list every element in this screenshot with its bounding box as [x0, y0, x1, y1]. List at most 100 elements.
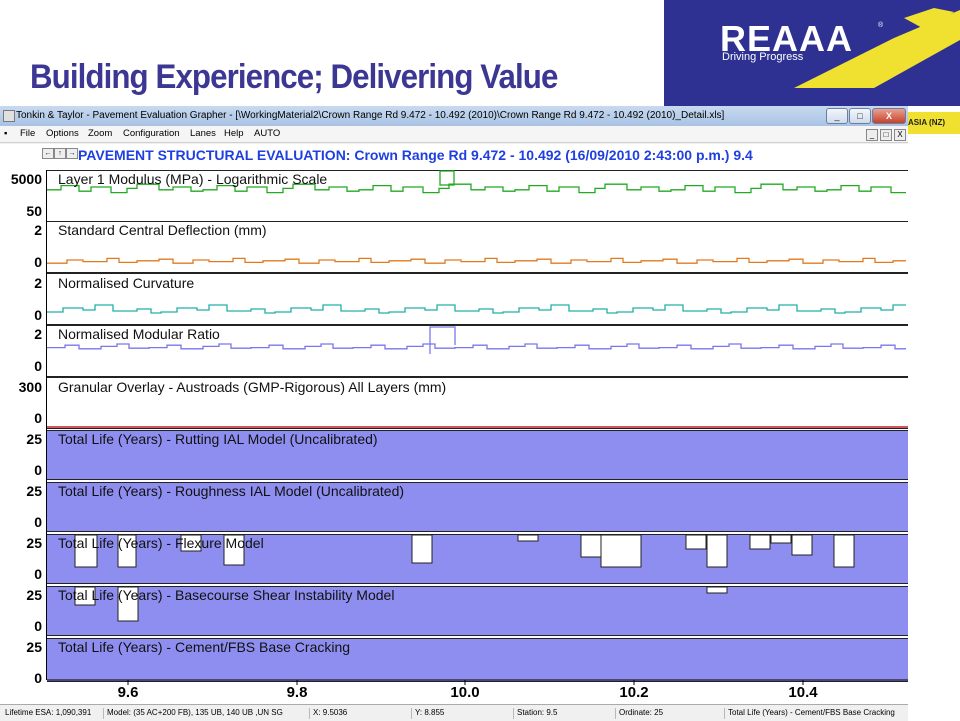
- ytick-curvature-bottom: 0: [34, 307, 42, 323]
- flexure-notch: [74, 534, 98, 568]
- status-panel: Total Life (Years) - Cement/FBS Base Cra…: [724, 708, 895, 719]
- flexure-notch: [517, 534, 539, 542]
- nav-up-icon[interactable]: ↑: [54, 148, 66, 159]
- panel-label-deflection: Standard Central Deflection (mm): [58, 222, 267, 238]
- panel-rutting-life[interactable]: [47, 430, 908, 480]
- modular-spike: [429, 326, 456, 354]
- flexure-notch: [180, 534, 202, 552]
- mdi-restore-button[interactable]: □: [880, 129, 892, 141]
- flexure-notch: [117, 534, 137, 568]
- flexure-notch: [580, 534, 604, 558]
- logo-swoosh-icon: [794, 8, 960, 88]
- ytick-rutting-bottom: 0: [34, 462, 42, 478]
- panel-label-modular-ratio: Normalised Modular Ratio: [58, 326, 220, 342]
- ytick-rutting-top: 25: [26, 431, 42, 447]
- modulus-line: [47, 183, 906, 194]
- menu-bar: ▪ File Options Zoom Configuration Lanes …: [0, 126, 908, 143]
- close-button[interactable]: X: [872, 108, 906, 124]
- window-title: Tonkin & Taylor - Pavement Evaluation Gr…: [16, 110, 725, 121]
- ytick-flexure-top: 25: [26, 535, 42, 551]
- chart-title: PAVEMENT STRUCTURAL EVALUATION: Crown Ra…: [78, 147, 753, 163]
- panel-cement-life[interactable]: [47, 638, 908, 682]
- reaaa-logo: REAAA ® Driving Progress: [664, 0, 960, 106]
- minimize-button[interactable]: _: [826, 108, 848, 124]
- left-axis: [46, 170, 47, 680]
- logo-tagline: Driving Progress: [722, 51, 804, 63]
- ytick-roughness-bottom: 0: [34, 514, 42, 530]
- ytick-roughness-top: 25: [26, 483, 42, 499]
- status-station: Station: 9.5: [513, 708, 557, 719]
- panel-roughness-life[interactable]: [47, 482, 908, 532]
- status-bar: Lifetime ESA: 1,090,391 Model: (35 AC+20…: [0, 704, 908, 721]
- panel-label-granular-overlay: Granular Overlay - Austroads (GMP-Rigoro…: [58, 379, 447, 395]
- slide-title: Building Experience; Delivering Value: [30, 58, 558, 96]
- panel-curvature[interactable]: [47, 273, 908, 325]
- nav-left-icon[interactable]: ←: [42, 148, 54, 159]
- xtick-label: 9.6: [117, 684, 139, 701]
- ytick-deflection-top: 2: [34, 222, 42, 238]
- panel-label-curvature: Normalised Curvature: [58, 275, 195, 291]
- flexure-notch: [223, 534, 245, 566]
- flexure-notch: [770, 534, 792, 544]
- menu-help[interactable]: Help: [224, 128, 244, 139]
- panel-label-shear-life: Total Life (Years) - Basecourse Shear In…: [58, 587, 395, 603]
- ytick-modular-bottom: 0: [34, 358, 42, 374]
- xtick-label: 9.8: [286, 684, 308, 701]
- menu-configuration[interactable]: Configuration: [123, 128, 180, 139]
- ytick-cement-top: 25: [26, 639, 42, 655]
- ytick-modulus-bottom: 50: [26, 203, 42, 219]
- ytick-curvature-top: 2: [34, 275, 42, 291]
- panel-label-roughness-life: Total Life (Years) - Roughness IAL Model…: [58, 483, 405, 499]
- shear-notch: [117, 586, 139, 622]
- shear-notch: [706, 586, 728, 594]
- panel-label-flexure-life: Total Life (Years) - Flexure Model: [58, 535, 264, 551]
- app-icon: [3, 110, 15, 122]
- ytick-deflection-bottom: 0: [34, 254, 42, 270]
- xtick-label: 10.4: [788, 684, 818, 701]
- logo-text: REAAA: [720, 18, 854, 59]
- window-titlebar[interactable]: Tonkin & Taylor - Pavement Evaluation Gr…: [0, 106, 908, 126]
- flexure-notch: [706, 534, 728, 568]
- ytick-shear-top: 25: [26, 587, 42, 603]
- status-ordinate: Ordinate: 25: [615, 708, 663, 719]
- flexure-notch: [749, 534, 771, 550]
- flexure-notch: [791, 534, 813, 556]
- status-x: X: 9.5036: [309, 708, 347, 719]
- panel-shear-life[interactable]: [47, 586, 908, 636]
- doc-icon[interactable]: ▪: [4, 128, 8, 139]
- menu-lanes[interactable]: Lanes: [190, 128, 216, 139]
- menu-zoom[interactable]: Zoom: [88, 128, 113, 139]
- panel-label-modulus: Layer 1 Modulus (MPa) - Logarithmic Scal…: [58, 171, 328, 187]
- nav-right-icon[interactable]: →: [66, 148, 78, 159]
- status-model: Model: (35 AC+200 FB), 135 UB, 140 UB ,U…: [103, 708, 283, 719]
- xtick-label: 10.0: [450, 684, 480, 701]
- panel-label-rutting-life: Total Life (Years) - Rutting IAL Model (…: [58, 431, 378, 447]
- menu-file[interactable]: File: [20, 128, 36, 139]
- flexure-notch: [600, 534, 642, 568]
- status-lifetime-esa: Lifetime ESA: 1,090,391: [5, 708, 92, 717]
- flexure-notch: [833, 534, 855, 568]
- panel-deflection[interactable]: [47, 221, 908, 273]
- ytick-flexure-bottom: 0: [34, 566, 42, 582]
- mdi-minimize-button[interactable]: _: [866, 129, 878, 141]
- logo-registered-mark: ®: [878, 22, 884, 29]
- deflection-line: [47, 257, 906, 264]
- right-margin: [908, 134, 960, 720]
- ytick-modulus-top: 5000: [10, 171, 42, 187]
- mdi-close-button[interactable]: X: [894, 129, 906, 141]
- ytick-modular-top: 2: [34, 326, 42, 342]
- menu-auto[interactable]: AUTO: [254, 128, 281, 139]
- flexure-notch: [411, 534, 433, 564]
- modulus-spike: [439, 170, 455, 186]
- curvature-line: [47, 304, 906, 314]
- panel-modular-ratio[interactable]: [47, 325, 908, 377]
- flexure-notch: [685, 534, 707, 550]
- ytick-cement-bottom: 0: [34, 670, 42, 686]
- panel-granular-overlay[interactable]: [47, 377, 908, 429]
- plot-graphics: [47, 170, 908, 685]
- ytick-overlay-bottom: 0: [34, 410, 42, 426]
- ytick-overlay-top: 300: [18, 379, 42, 395]
- strip-label: ASIA (NZ): [908, 118, 946, 127]
- menu-options[interactable]: Options: [46, 128, 79, 139]
- maximize-button[interactable]: □: [849, 108, 871, 124]
